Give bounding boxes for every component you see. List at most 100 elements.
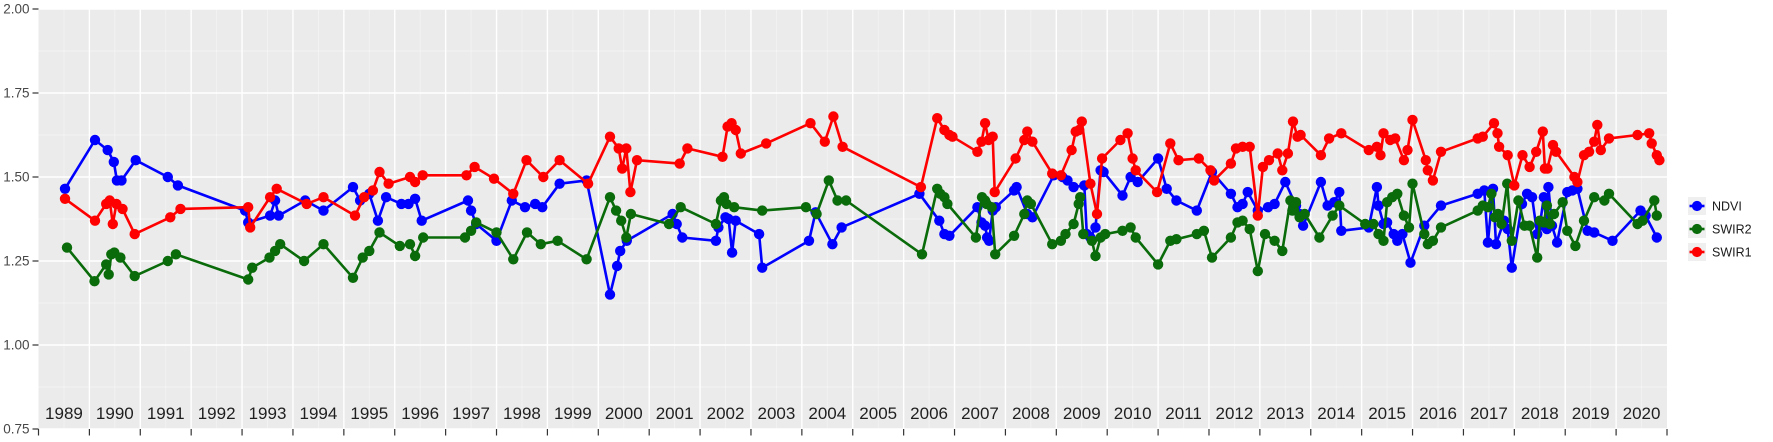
data-point bbox=[1363, 144, 1375, 156]
data-point bbox=[318, 205, 329, 216]
data-point bbox=[970, 232, 982, 243]
series-swir2 bbox=[61, 175, 1663, 287]
data-point bbox=[101, 259, 112, 270]
data-point bbox=[972, 146, 983, 157]
data-point bbox=[581, 254, 592, 265]
data-point bbox=[1091, 208, 1103, 220]
data-point bbox=[674, 158, 685, 169]
data-point bbox=[1090, 250, 1101, 262]
data-point bbox=[604, 289, 616, 300]
data-point bbox=[1486, 188, 1497, 199]
data-point bbox=[1509, 180, 1520, 191]
axis-ticks bbox=[32, 8, 1668, 436]
data-point bbox=[1603, 188, 1615, 199]
data-point bbox=[1492, 128, 1503, 139]
data-point bbox=[1152, 259, 1164, 270]
data-point bbox=[621, 232, 632, 243]
data-point bbox=[1488, 118, 1500, 129]
data-point bbox=[1277, 245, 1288, 257]
data-point bbox=[115, 252, 126, 263]
data-point bbox=[934, 215, 945, 226]
data-point bbox=[462, 195, 474, 206]
data-point bbox=[1244, 223, 1255, 235]
data-point bbox=[827, 239, 838, 250]
data-point bbox=[710, 235, 722, 246]
data-point bbox=[103, 269, 114, 280]
data-point bbox=[610, 205, 622, 216]
data-point bbox=[1493, 141, 1505, 152]
data-point bbox=[1068, 218, 1079, 230]
data-point bbox=[717, 151, 728, 162]
data-point bbox=[1055, 170, 1067, 181]
x-tick-label: 2003 bbox=[758, 404, 796, 423]
y-tick-label: 1.75 bbox=[3, 86, 29, 101]
data-point bbox=[59, 183, 71, 194]
data-point bbox=[418, 232, 429, 243]
data-point bbox=[1287, 205, 1298, 216]
x-tick-label: 2013 bbox=[1266, 404, 1304, 423]
data-point bbox=[1532, 252, 1543, 263]
data-point bbox=[1252, 265, 1264, 277]
data-point bbox=[1025, 198, 1037, 210]
data-point bbox=[1327, 210, 1338, 221]
data-point bbox=[521, 155, 532, 166]
data-point bbox=[537, 202, 548, 213]
data-point bbox=[1368, 218, 1379, 230]
data-point bbox=[1435, 222, 1447, 233]
x-tick-label: 2012 bbox=[1216, 404, 1254, 423]
data-point bbox=[1117, 225, 1128, 236]
data-point bbox=[1492, 208, 1504, 220]
data-point bbox=[1100, 228, 1111, 240]
data-point bbox=[1282, 148, 1294, 159]
data-point bbox=[1297, 220, 1309, 231]
data-point bbox=[1496, 218, 1507, 230]
x-tick-label: 2001 bbox=[656, 404, 694, 423]
data-point bbox=[298, 255, 310, 267]
data-point bbox=[1544, 218, 1556, 230]
data-point bbox=[521, 227, 533, 238]
data-point bbox=[519, 202, 531, 213]
data-point bbox=[1632, 129, 1643, 141]
data-point bbox=[611, 260, 623, 272]
data-point bbox=[1572, 176, 1583, 188]
data-point bbox=[243, 202, 254, 213]
data-point bbox=[1066, 144, 1077, 156]
data-point bbox=[840, 195, 852, 206]
data-point bbox=[1205, 165, 1216, 176]
x-tick-label: 2006 bbox=[910, 404, 948, 423]
data-point bbox=[932, 113, 943, 124]
data-point bbox=[1644, 128, 1655, 139]
data-point bbox=[1651, 232, 1663, 243]
data-point bbox=[753, 228, 765, 240]
data-point bbox=[129, 270, 140, 282]
data-point bbox=[469, 161, 480, 173]
legend: NDVI SWIR2 SWIR1 bbox=[1688, 197, 1752, 261]
data-point bbox=[1360, 218, 1371, 230]
data-point bbox=[508, 188, 519, 199]
data-point bbox=[1435, 146, 1447, 157]
data-point bbox=[1047, 168, 1058, 179]
data-point bbox=[1513, 195, 1524, 206]
data-point bbox=[374, 166, 385, 178]
data-point bbox=[491, 227, 502, 238]
data-point bbox=[987, 131, 998, 142]
data-point bbox=[915, 181, 927, 193]
data-point bbox=[172, 180, 184, 191]
data-point bbox=[409, 193, 421, 204]
data-point bbox=[1548, 208, 1560, 220]
data-point bbox=[1295, 129, 1306, 141]
data-point bbox=[1334, 200, 1345, 211]
data-point bbox=[1269, 198, 1280, 210]
x-tick-label: 2011 bbox=[1165, 404, 1202, 423]
x-tick-label: 2020 bbox=[1623, 404, 1661, 423]
data-point bbox=[117, 203, 128, 215]
data-point bbox=[828, 111, 839, 122]
data-point bbox=[372, 215, 384, 226]
data-point bbox=[130, 155, 141, 166]
data-point bbox=[1191, 205, 1203, 216]
data-point bbox=[349, 210, 361, 221]
data-point bbox=[671, 218, 682, 230]
data-point bbox=[465, 205, 477, 216]
x-tick-label: 2007 bbox=[961, 404, 999, 423]
